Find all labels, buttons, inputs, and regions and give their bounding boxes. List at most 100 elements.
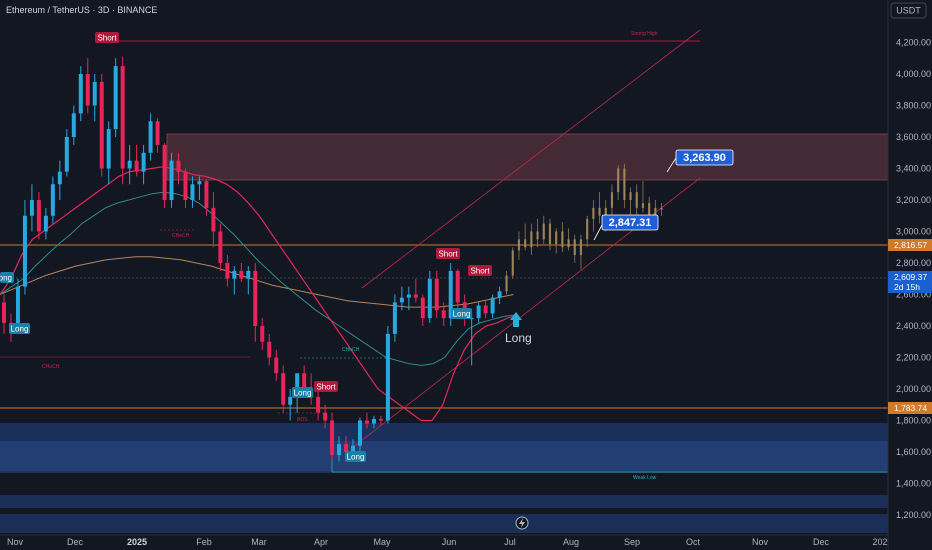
candle [385, 326, 390, 424]
candle [204, 179, 209, 216]
candle [316, 389, 321, 421]
lower-band-2 [0, 514, 888, 533]
candle [288, 389, 293, 421]
current-price-tag: 2,609.37 2d 15h [888, 271, 932, 293]
projection-candle [610, 184, 614, 216]
target-callout: 3,263.90 [666, 149, 734, 173]
projection-candle [629, 187, 632, 216]
x-tick-label: 2025 [127, 537, 147, 547]
long-signal-tag: Long [451, 308, 472, 319]
projection-candle [517, 231, 521, 260]
svg-text:3,263.90: 3,263.90 [683, 152, 726, 164]
svg-text:Long: Long [11, 325, 29, 334]
candle [434, 270, 439, 319]
candle [455, 269, 460, 311]
projection-candle [542, 215, 545, 245]
candle [197, 176, 202, 200]
projection-candle [623, 163, 626, 208]
candle [176, 152, 181, 185]
channel-upper-line [361, 29, 701, 289]
candle [406, 286, 411, 311]
svg-text:2,609.37: 2,609.37 [894, 272, 927, 282]
projection-candle [573, 234, 576, 263]
y-tick-label: 1,400.00 [896, 479, 931, 489]
y-tick-label: 1,600.00 [896, 447, 931, 457]
candle [330, 412, 335, 460]
projection-candle [592, 200, 595, 232]
candle [497, 286, 502, 304]
lightning-icon[interactable] [515, 516, 529, 530]
long-signal-tag-edge: Long [0, 272, 14, 283]
candle [448, 263, 453, 326]
projection-candle [555, 228, 558, 254]
candle [183, 168, 188, 208]
candle [2, 294, 6, 334]
x-tick-label: Nov [7, 537, 24, 547]
candle [274, 349, 279, 382]
y-tick-label: 2,400.00 [896, 321, 931, 331]
candle [239, 263, 244, 282]
candle [50, 176, 55, 224]
candle [99, 74, 104, 177]
projection-candle [617, 165, 620, 200]
svg-text:Short: Short [470, 267, 490, 276]
projection-candle [635, 184, 638, 216]
x-tick-label: Mar [251, 537, 267, 547]
lower-band-1 [0, 495, 888, 508]
x-tick-label: Sep [624, 537, 640, 547]
x-tick-label: May [373, 537, 391, 547]
svg-text:Long: Long [347, 453, 365, 462]
candle [476, 302, 481, 323]
projection-candle [530, 223, 533, 256]
candle [378, 415, 383, 426]
candle [64, 129, 69, 177]
upper-level-price-tag: 2,816.57 [888, 239, 932, 251]
candle [371, 415, 376, 429]
svg-text:USDT: USDT [896, 6, 921, 16]
long-arrow-icon [510, 312, 522, 327]
y-tick-label: 2,800.00 [896, 258, 931, 268]
svg-text:Short: Short [97, 34, 117, 43]
y-tick-label: 1,800.00 [896, 416, 931, 426]
projection-candle [524, 223, 527, 251]
candle [22, 200, 27, 295]
candle [357, 417, 362, 452]
demand-zone-inner [0, 441, 888, 473]
candle [106, 121, 111, 185]
projection-candles [505, 163, 663, 295]
candle [364, 412, 369, 429]
candle [399, 286, 404, 311]
time-axis[interactable]: Nov Dec 2025 Feb Mar Apr May Jun Jul Aug Sep Oct Nov… [0, 534, 888, 547]
candle [120, 56, 125, 185]
y-tick-label: 1,200.00 [896, 510, 931, 520]
svg-text:Long: Long [0, 274, 12, 283]
short-signal-tag: Short [314, 381, 338, 392]
long-signal-tag: Long [292, 387, 313, 398]
projection-low-callout: 2,847.31 [593, 214, 659, 241]
long-signal-tag: Long [9, 323, 30, 334]
candle [134, 144, 139, 177]
projection-candle [586, 215, 589, 248]
svg-text:2d 15h: 2d 15h [894, 282, 920, 292]
candle [441, 302, 446, 326]
candle [427, 270, 432, 323]
projection-candle [579, 234, 583, 270]
projection-candle [567, 228, 570, 251]
y-tick-label: 4,000.00 [896, 69, 931, 79]
price-axis[interactable]: 4,200.00 4,000.00 3,800.00 3,600.00 3,400.00… [887, 0, 932, 550]
projection-candle [660, 203, 663, 216]
candle [392, 294, 397, 342]
svg-text:2,847.31: 2,847.31 [609, 217, 652, 229]
candle [36, 192, 41, 240]
short-signal-tag: Short [436, 248, 460, 259]
x-tick-label: Dec [813, 537, 830, 547]
y-tick-label: 3,600.00 [896, 132, 931, 142]
candle [225, 255, 230, 287]
choch-label-3: CHoCH [342, 347, 360, 353]
candle [232, 266, 237, 295]
x-tick-label: Feb [196, 537, 212, 547]
y-tick-label: 2,600.00 [896, 290, 931, 300]
currency-button[interactable]: USDT [890, 2, 927, 19]
svg-text:Long: Long [453, 310, 471, 319]
